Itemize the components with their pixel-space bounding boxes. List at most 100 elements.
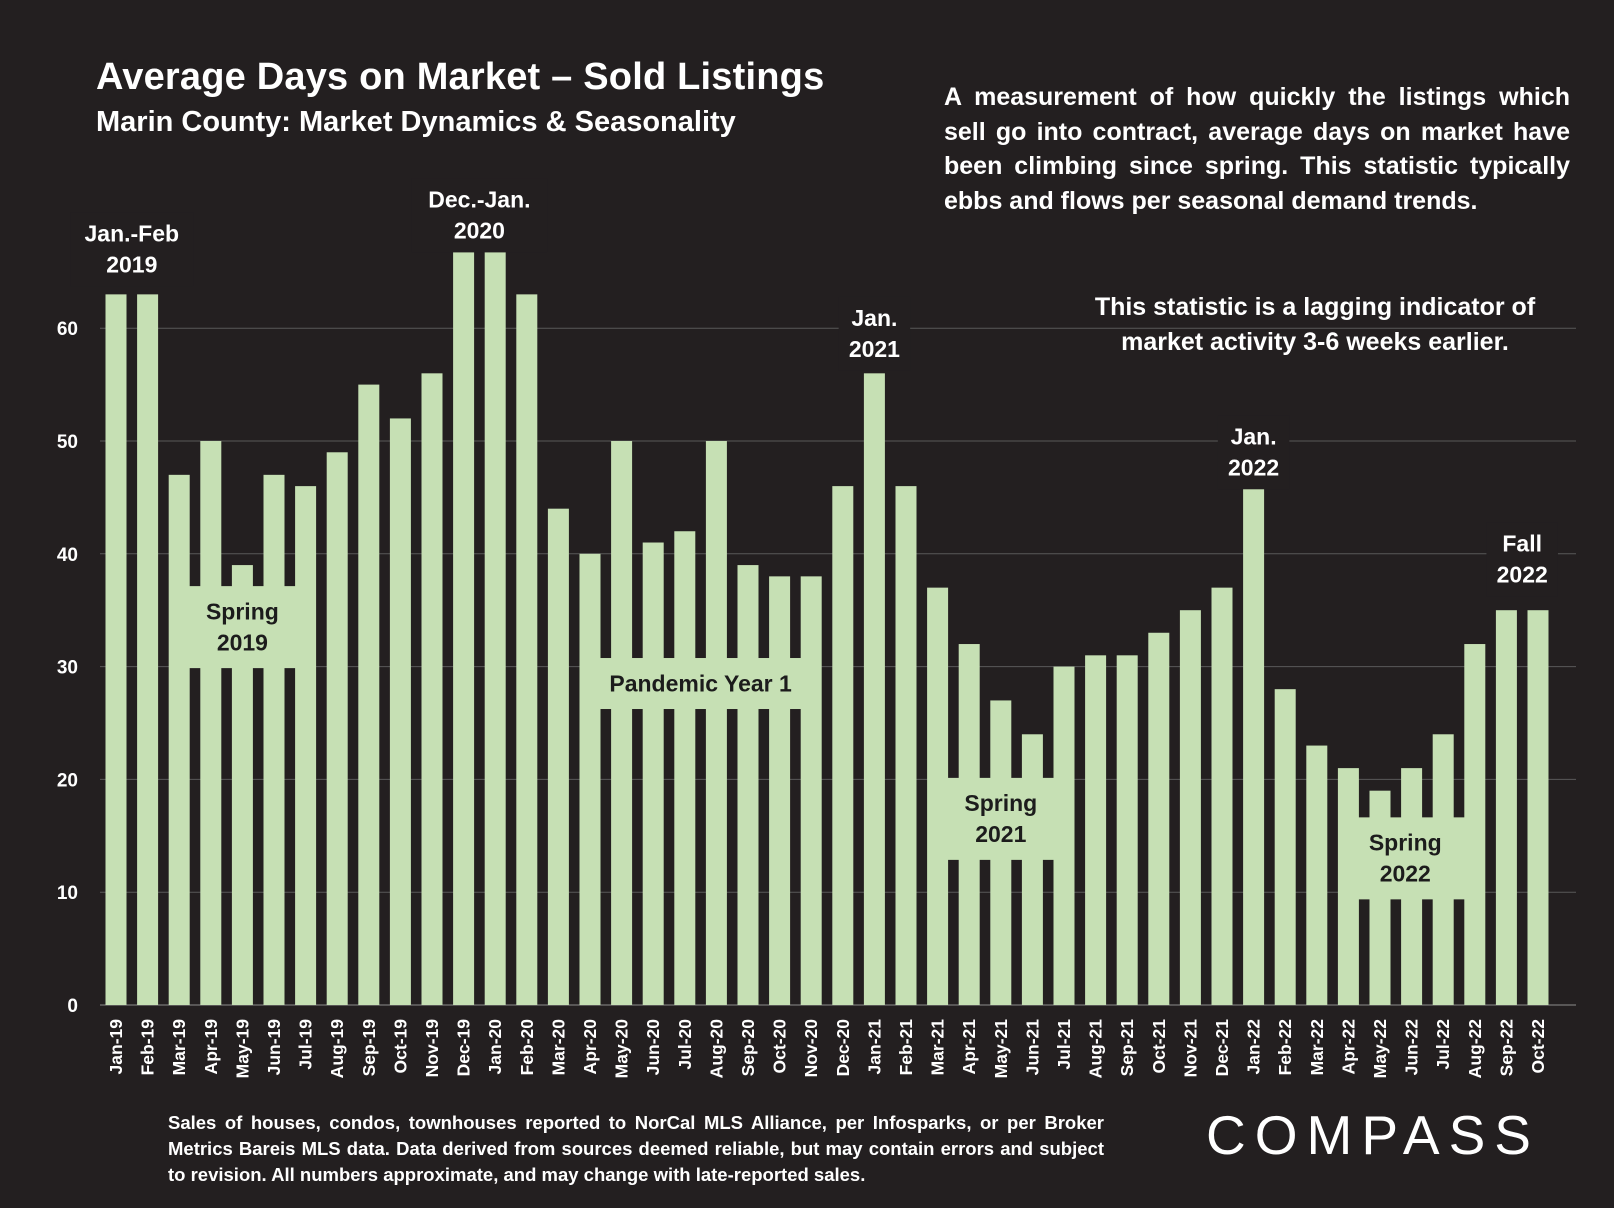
x-tick-label: Jun-20 [643, 1019, 663, 1076]
x-tick-label: Sep-19 [359, 1019, 379, 1077]
bar-Aug-21 [1085, 655, 1107, 1005]
x-tick-label: Jul-20 [675, 1019, 695, 1070]
annotation-backdrop [1486, 522, 1558, 597]
annotation-5: Spring 2019 [181, 586, 304, 669]
bar-Dec-20 [832, 486, 854, 1005]
x-tick-label: May-19 [232, 1019, 252, 1079]
y-tick-label: 60 [57, 319, 78, 340]
annotation-text: 2022 [1380, 861, 1431, 887]
annotation-text: 2021 [849, 336, 900, 362]
bars [105, 249, 1549, 1006]
bar-Dec-19 [453, 249, 475, 1006]
annotation-box [582, 658, 820, 710]
annotation-text: Jan. [1231, 424, 1277, 450]
x-tick-label: Jan-21 [864, 1019, 884, 1075]
description-text: A measurement of how quickly the listing… [944, 83, 1570, 215]
x-tick-label: Jul-19 [296, 1019, 316, 1070]
bar-Oct-20 [769, 576, 791, 1005]
annotation-3: Jan. 2022 [1217, 415, 1290, 490]
x-tick-label: Mar-20 [548, 1019, 568, 1076]
bar-Oct-19 [389, 418, 411, 1005]
x-tick-label: Dec-21 [1212, 1019, 1232, 1077]
x-tick-label: Dec-20 [833, 1019, 853, 1077]
x-tick-label: Dec-19 [454, 1019, 474, 1077]
bar-Sep-21 [1116, 655, 1138, 1005]
x-tick-label: Mar-22 [1307, 1019, 1327, 1076]
lagging-indicator-note: This statistic is a lagging indicator of… [1094, 293, 1536, 356]
source-footnote: Sales of houses, condos, townhouses repo… [168, 1112, 1104, 1185]
y-tick-label: 0 [67, 996, 78, 1017]
bar-Jun-21 [1021, 734, 1043, 1005]
annotation-text: 2021 [975, 821, 1026, 847]
y-tick-label: 10 [57, 883, 78, 904]
annotation-text: 2019 [217, 629, 268, 655]
annotation-text: Jan. [851, 305, 897, 331]
x-tick-label: Jan-22 [1244, 1019, 1264, 1075]
x-tick-label: Jun-21 [1022, 1019, 1042, 1076]
bar-Mar-21 [927, 587, 949, 1005]
y-tick-label: 50 [57, 432, 78, 453]
annotation-text: 2022 [1497, 562, 1548, 588]
annotation-text: 2022 [1228, 455, 1279, 481]
x-tick-label: Nov-21 [1180, 1019, 1200, 1078]
annotations: Jan.-Feb 2019 Dec.-Jan. 2020 Jan. 2021 Jan. 202… [70, 178, 1558, 900]
x-tick-label: Aug-19 [327, 1019, 347, 1079]
x-tick-label: Jan-19 [106, 1019, 126, 1075]
bar-Feb-21 [895, 486, 917, 1005]
x-tick-label: May-21 [991, 1019, 1011, 1079]
bar-Jun-19 [263, 474, 285, 1006]
x-tick-label: Mar-19 [169, 1019, 189, 1076]
bar-Jan-20 [484, 249, 506, 1006]
compass-logo: COMPASS [1206, 1104, 1540, 1166]
x-tick-label: Jul-22 [1433, 1019, 1453, 1070]
bar-Jun-20 [642, 542, 664, 1005]
bar-Jan-19 [105, 294, 127, 1005]
x-tick-label: Aug-21 [1086, 1019, 1106, 1079]
x-tick-label: Mar-21 [928, 1019, 948, 1076]
y-tick-label: 40 [57, 545, 78, 566]
x-tick-label: Nov-19 [422, 1019, 442, 1078]
annotation-6: Pandemic Year 1 [582, 658, 820, 710]
x-tick-label: Feb-22 [1275, 1019, 1295, 1076]
annotation-text: Fall [1502, 531, 1542, 557]
bar-May-19 [231, 565, 253, 1005]
x-tick-label: Oct-21 [1149, 1019, 1169, 1074]
bar-Sep-22 [1495, 610, 1517, 1005]
x-tick-label: Feb-19 [138, 1019, 158, 1076]
bar-Feb-19 [137, 294, 159, 1005]
annotation-1: Dec.-Jan. 2020 [411, 178, 548, 253]
bar-Mar-19 [168, 474, 190, 1006]
x-tick-label: May-20 [612, 1019, 632, 1079]
annotation-text: Dec.-Jan. [428, 187, 530, 213]
bar-Apr-20 [579, 553, 601, 1005]
annotation-backdrop [838, 296, 911, 371]
annotation-text: 2020 [454, 218, 505, 244]
x-tick-label: Sep-21 [1117, 1019, 1137, 1077]
annotation-box [940, 777, 1062, 860]
annotation-text: Spring [1369, 830, 1442, 856]
bar-May-20 [611, 441, 633, 1005]
annotation-text: Spring [206, 598, 279, 624]
bar-Mar-20 [547, 508, 569, 1005]
annotation-box [1344, 817, 1466, 900]
bar-Jul-20 [674, 531, 696, 1005]
x-tick-label: Apr-20 [580, 1019, 600, 1075]
x-axis-ticks: Jan-19 Feb-19 Mar-19 Apr-19 May-19 Jun-19 Jul-… [106, 1019, 1548, 1079]
x-tick-label: Aug-22 [1465, 1019, 1485, 1079]
chart-title: Average Days on Market – Sold Listings [96, 56, 825, 98]
x-tick-label: Apr-19 [201, 1019, 221, 1075]
annotation-text: Spring [964, 790, 1037, 816]
x-tick-label: Jan-20 [485, 1019, 505, 1075]
bar-Dec-21 [1211, 587, 1233, 1005]
x-tick-label: Oct-20 [770, 1019, 790, 1074]
annotation-text: 2019 [106, 251, 157, 277]
bar-Aug-20 [705, 441, 727, 1005]
bar-Nov-21 [1179, 610, 1201, 1005]
x-tick-label: Oct-22 [1528, 1019, 1548, 1074]
annotation-box [181, 586, 304, 669]
bar-Oct-22 [1527, 610, 1549, 1005]
annotation-8: Spring 2022 [1344, 817, 1466, 900]
bar-Jan-21 [863, 373, 885, 1005]
bar-Jan-22 [1243, 486, 1265, 1005]
bar-Oct-21 [1148, 632, 1170, 1005]
